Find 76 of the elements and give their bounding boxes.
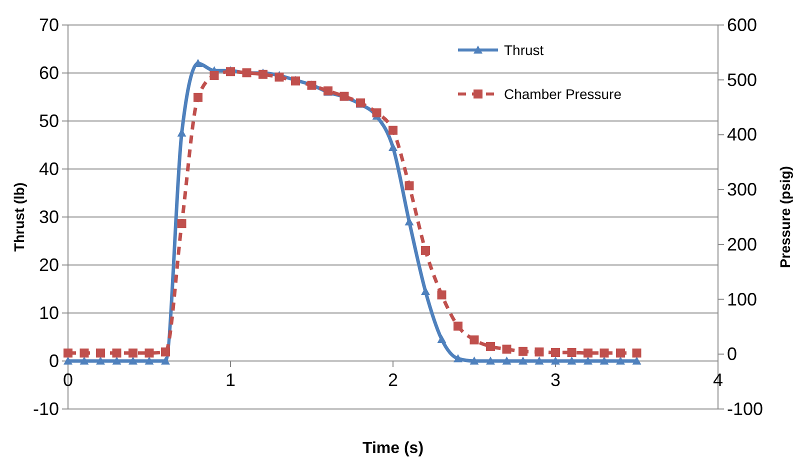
point bbox=[194, 92, 202, 102]
point bbox=[421, 246, 430, 255]
x-tick-label: 1 bbox=[225, 370, 236, 390]
point bbox=[567, 348, 576, 357]
point bbox=[486, 342, 495, 351]
point bbox=[128, 348, 138, 358]
y-tick-label: 30 bbox=[38, 207, 59, 227]
point bbox=[551, 348, 560, 357]
point bbox=[64, 356, 72, 365]
point bbox=[470, 356, 479, 365]
y2-axis-title: Pressure (psig) bbox=[777, 166, 793, 268]
x-tick-label: 3 bbox=[550, 370, 561, 390]
point bbox=[80, 356, 89, 365]
point bbox=[551, 356, 560, 365]
point bbox=[161, 356, 170, 365]
point bbox=[96, 356, 105, 365]
y2-tick-label: 300 bbox=[727, 180, 758, 200]
y-tick-label: 40 bbox=[38, 159, 59, 179]
point bbox=[600, 348, 609, 358]
y2-tick-label: 400 bbox=[727, 124, 758, 145]
point bbox=[567, 356, 576, 365]
point bbox=[502, 344, 512, 354]
point bbox=[437, 290, 446, 300]
point bbox=[372, 108, 382, 118]
y-axis-title: Thrust (lb) bbox=[11, 182, 27, 252]
y2-tick-label: 600 bbox=[727, 15, 758, 35]
point bbox=[616, 356, 625, 365]
point bbox=[584, 348, 592, 358]
point bbox=[437, 334, 446, 343]
point bbox=[161, 347, 170, 356]
point bbox=[454, 322, 462, 331]
y-tick-label: 0 bbox=[48, 351, 59, 371]
point bbox=[584, 356, 592, 365]
x-tick-label: 0 bbox=[62, 370, 74, 390]
point bbox=[486, 356, 495, 365]
y-tick-label: -10 bbox=[32, 399, 59, 419]
point bbox=[404, 181, 414, 190]
point bbox=[632, 348, 642, 358]
y-tick-label: 10 bbox=[38, 303, 59, 323]
point bbox=[210, 70, 219, 80]
x-tick-label: 4 bbox=[712, 370, 724, 390]
y-tick-label: 20 bbox=[38, 255, 59, 275]
y2-tick-label: 500 bbox=[727, 70, 758, 90]
y-tick-label: 50 bbox=[38, 111, 59, 131]
point bbox=[128, 356, 138, 365]
point bbox=[632, 356, 642, 365]
point bbox=[112, 356, 122, 365]
legend-label: Chamber Pressure bbox=[504, 86, 622, 102]
point bbox=[470, 335, 479, 344]
point bbox=[64, 348, 72, 358]
point bbox=[502, 356, 512, 365]
y2-tick-label: -100 bbox=[727, 399, 764, 419]
point bbox=[616, 348, 625, 358]
point bbox=[388, 126, 398, 135]
y2-tick-label: 200 bbox=[727, 234, 758, 254]
point bbox=[454, 354, 462, 362]
y-tick-label: 70 bbox=[38, 15, 59, 35]
point bbox=[534, 347, 544, 356]
point bbox=[388, 142, 398, 151]
legend-label: Thrust bbox=[504, 42, 544, 58]
point bbox=[177, 219, 186, 228]
point bbox=[96, 348, 105, 358]
point bbox=[600, 356, 609, 365]
point bbox=[518, 346, 528, 356]
point bbox=[144, 356, 154, 365]
y2-tick-label: 100 bbox=[727, 289, 758, 310]
point bbox=[534, 356, 544, 365]
point bbox=[518, 356, 528, 365]
point bbox=[80, 348, 89, 358]
point bbox=[112, 348, 122, 358]
x-axis-title: Time (s) bbox=[362, 440, 424, 457]
y-tick-label: 60 bbox=[38, 63, 59, 83]
x-tick-label: 2 bbox=[388, 370, 398, 390]
y2-tick-label: 0 bbox=[727, 344, 738, 364]
point bbox=[144, 348, 154, 358]
point bbox=[274, 72, 284, 82]
